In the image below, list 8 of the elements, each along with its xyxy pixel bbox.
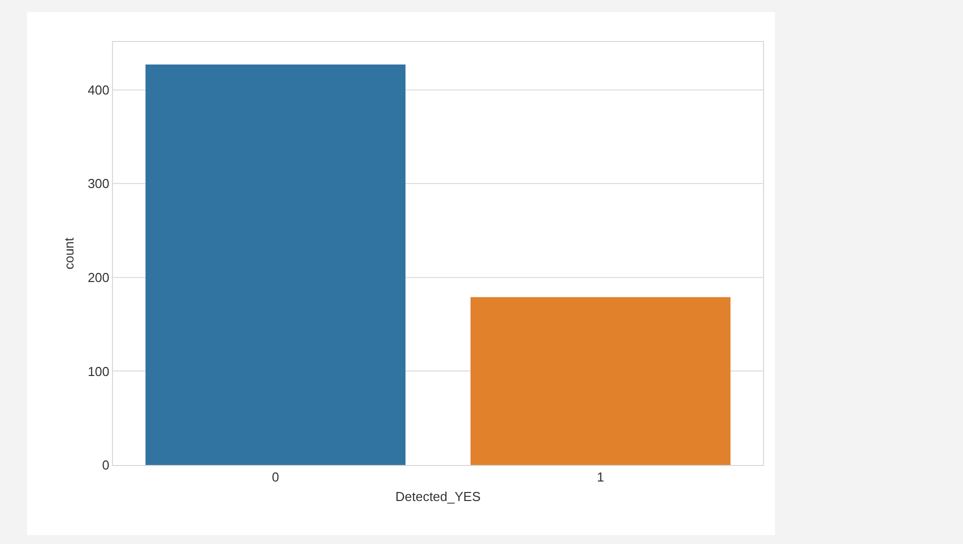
y-tick-label: 200: [88, 270, 110, 285]
y-tick-label: 400: [88, 82, 110, 98]
y-tick-label: 0: [102, 458, 110, 473]
y-axis-title: count: [62, 237, 77, 270]
y-tick-label: 100: [88, 364, 110, 379]
y-tick-label: 300: [88, 176, 110, 192]
x-tick-label: 1: [596, 470, 604, 485]
x-axis-title: Detected_YES: [395, 489, 481, 504]
